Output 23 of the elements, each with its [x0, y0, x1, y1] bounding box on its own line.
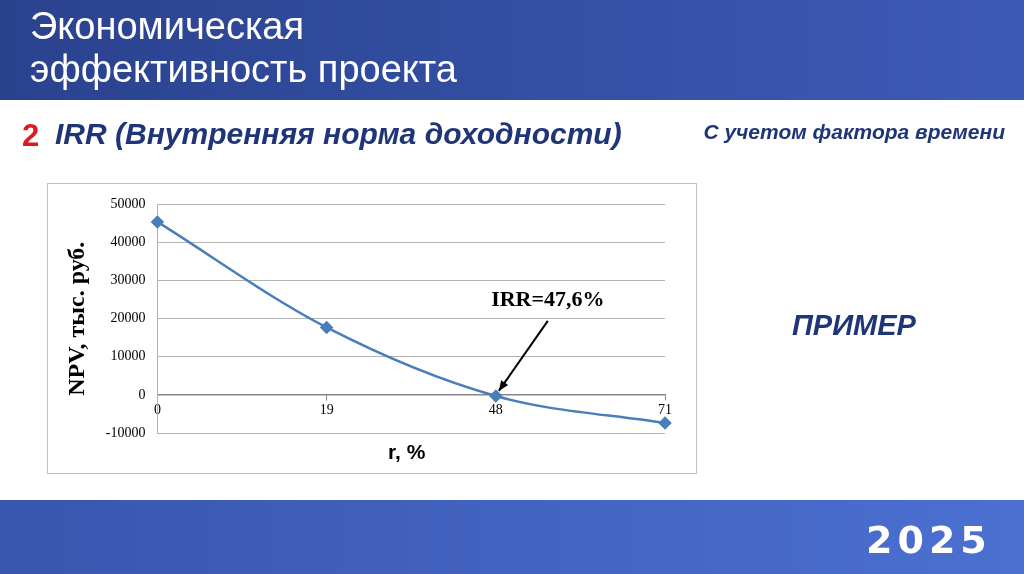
- chart-subtitle: IRR (Внутренняя норма доходности): [55, 117, 622, 151]
- point: [151, 215, 164, 229]
- x-tick-label: 48: [488, 401, 503, 417]
- y-tick-label: 0: [138, 386, 146, 402]
- y-tick-label: 50000: [110, 196, 146, 212]
- text: 2025: [866, 518, 992, 562]
- x-axis-title: r, %: [388, 440, 426, 464]
- annotation: IRR=47,6%: [491, 285, 605, 311]
- x-tick-label: 19: [319, 401, 334, 417]
- text: ПРИМЕР: [792, 309, 916, 342]
- y-tick-label: 10000: [110, 348, 146, 364]
- y-axis-title: NPV, тыс. руб.: [62, 241, 89, 396]
- text: 2: [22, 118, 40, 154]
- y-tick-label: 20000: [110, 310, 146, 326]
- y-tick-label: -10000: [105, 424, 146, 440]
- y-tick-label: 40000: [110, 234, 146, 250]
- text: С учетом фактора времени: [703, 120, 1005, 144]
- chart-title: Экономическая эффективность проекта: [30, 5, 458, 91]
- x-tick-label: 71: [658, 401, 672, 417]
- point: [320, 321, 333, 334]
- point: [489, 389, 503, 403]
- y-tick-label: 30000: [110, 272, 146, 288]
- point: [658, 416, 672, 430]
